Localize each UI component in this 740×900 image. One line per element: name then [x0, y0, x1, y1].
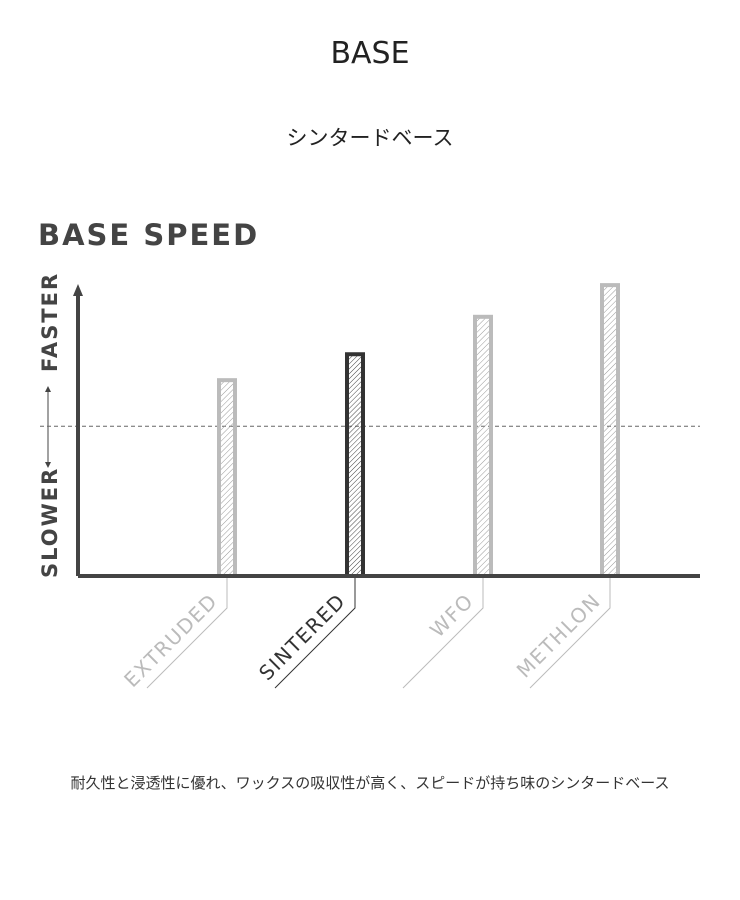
y-label-faster: FASTER — [38, 272, 62, 372]
page-title: BASE — [330, 36, 410, 71]
leader-line-extruded — [146, 576, 228, 689]
bar-methlon — [600, 283, 620, 578]
x-label-sintered: SINTERED — [254, 589, 350, 685]
y-label-slower: SLOWER — [38, 467, 62, 578]
leader-line-sintered — [274, 576, 356, 689]
double-arrow-icon — [45, 386, 51, 468]
bar-sintered — [345, 352, 365, 578]
bar-extruded — [217, 378, 237, 578]
bar-wfo — [473, 314, 493, 578]
page-subtitle: シンタードベース — [286, 126, 454, 150]
x-label-methlon: METHLON — [512, 589, 606, 683]
caption: 耐久性と浸透性に優れ、ワックスの吸収性が高く、スピードが持ち味のシンタードベース — [70, 774, 670, 792]
chart-title: BASE SPEED — [38, 218, 260, 252]
leader-line-wfo — [402, 576, 484, 689]
leader-line-methlon — [529, 576, 611, 689]
x-label-extruded: EXTRUDED — [119, 589, 222, 692]
y-axis-arrow-icon — [73, 284, 83, 296]
x-label-wfo: WFO — [425, 589, 478, 642]
